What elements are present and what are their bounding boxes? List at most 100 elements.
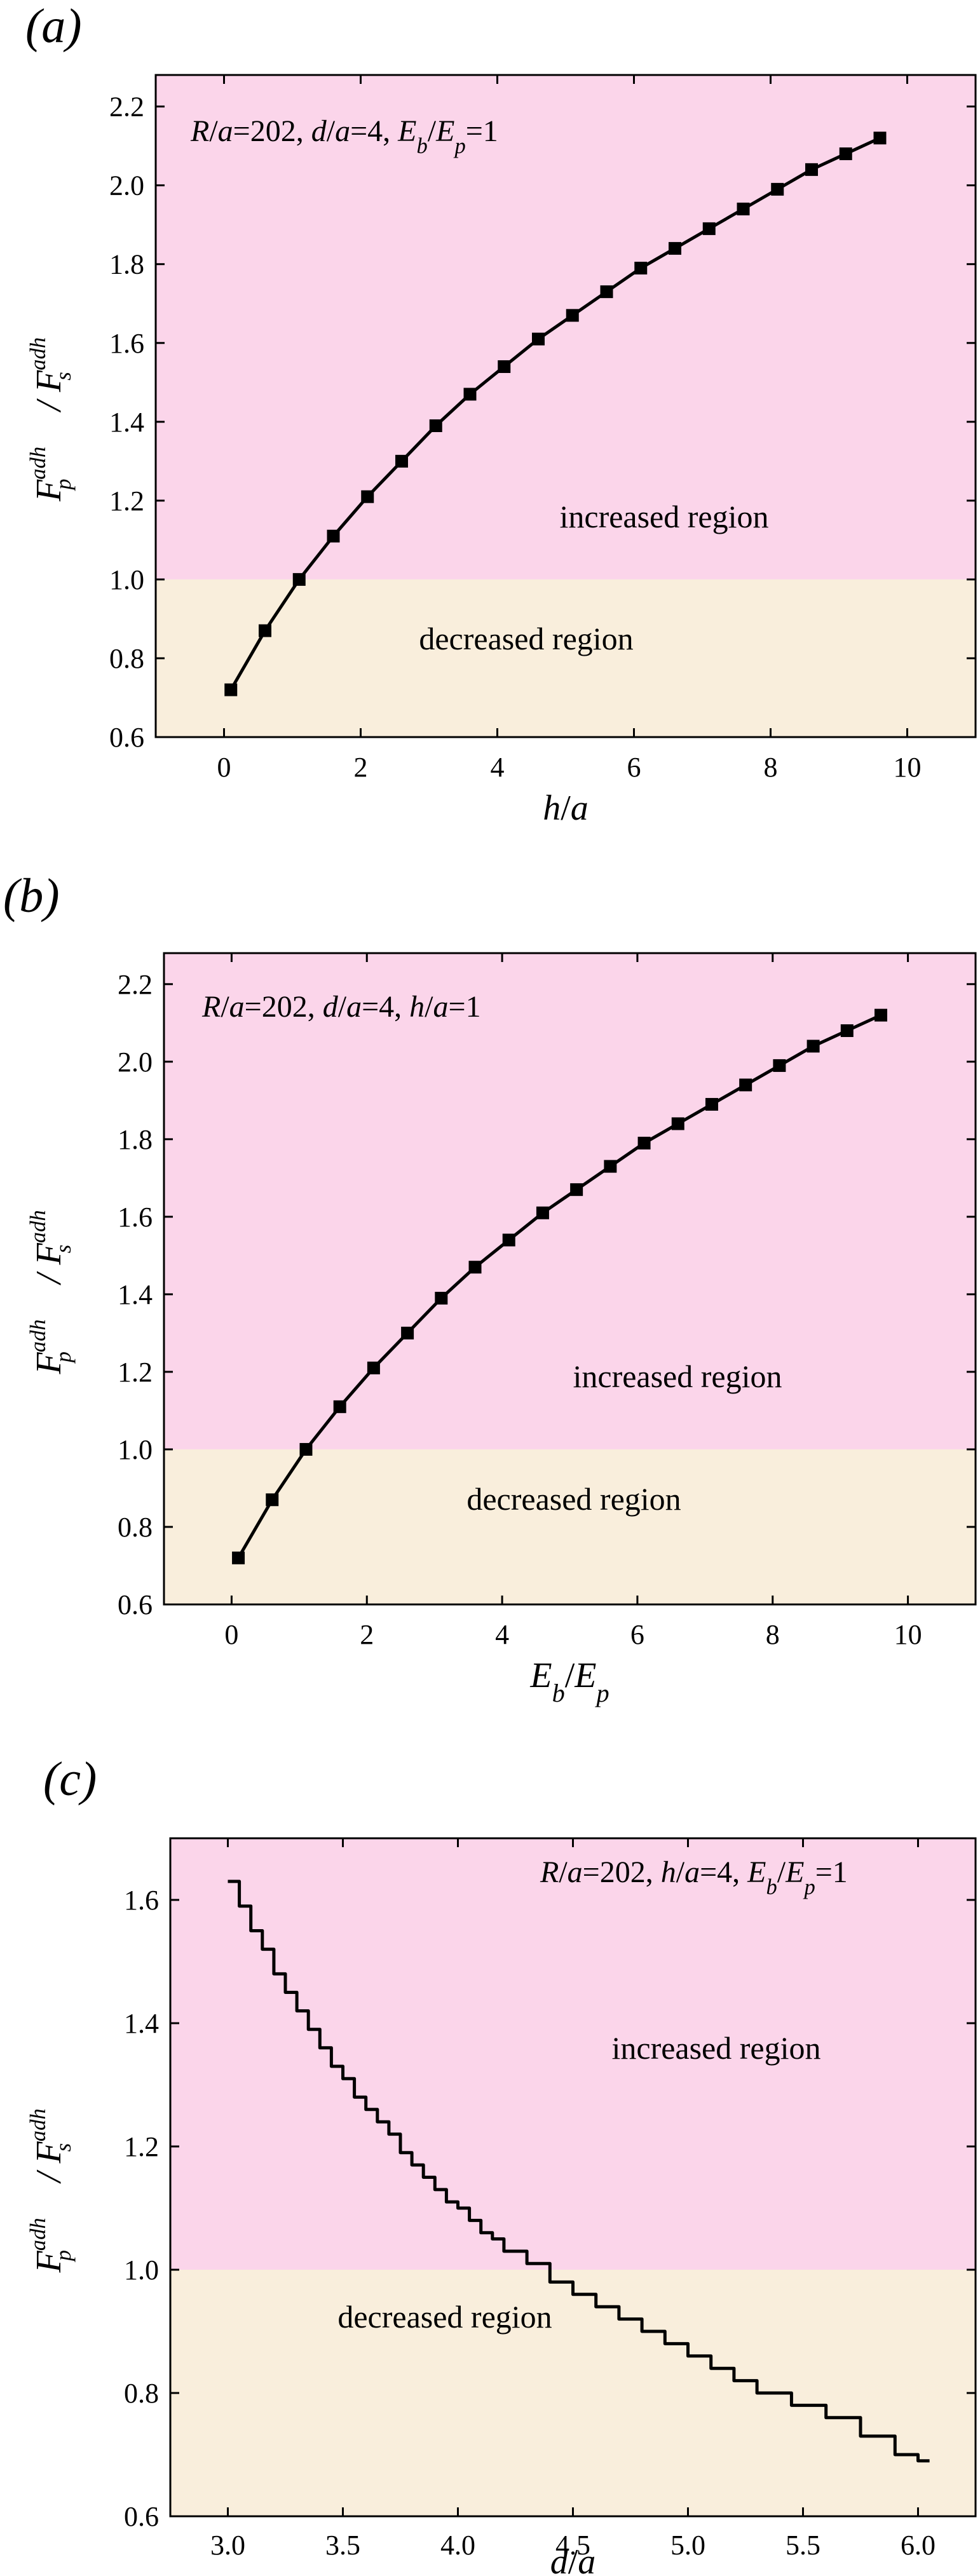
- panel-1-parameters-annotation-part: E: [435, 114, 454, 148]
- panel-1-parameters-annotation-part: E: [397, 114, 416, 148]
- panel-2-xtick-label: 4: [495, 1619, 509, 1650]
- panel-2-increased-region: [164, 953, 976, 1449]
- panel-2-ytick-label: 1.4: [118, 1279, 153, 1310]
- panel-1-parameters-annotation-part: b: [417, 134, 428, 158]
- panel-2-data-point: [299, 1442, 313, 1456]
- panel-3-series-line: [228, 1880, 930, 2463]
- panel-2-xtick-label: 2: [360, 1619, 374, 1650]
- panel-2-xtick-label: 10: [894, 1619, 922, 1650]
- panel-1-parameters-annotation-part: =202,: [233, 114, 311, 148]
- panel-2-data-point: [806, 1040, 820, 1053]
- panel-2-xtick-label: 6: [630, 1619, 644, 1650]
- panel-2-data-point: [705, 1097, 718, 1111]
- panel-1-data-point: [259, 624, 271, 637]
- panel-1-ytick-label: 1.6: [109, 328, 144, 359]
- panel-2-parameters-annotation-part: R: [201, 990, 221, 1024]
- panel-1-data-point: [292, 573, 306, 586]
- panel-2-label: (b): [3, 869, 60, 923]
- panel-3-y-axis-label-term: Fadhp: [25, 2218, 76, 2273]
- panel-1-data-point: [634, 261, 648, 275]
- panel-3-parameters-annotation-part: h: [661, 1855, 676, 1889]
- panel-2-parameters-annotation-part: =1: [449, 990, 481, 1024]
- panel-2-data-point: [468, 1261, 482, 1274]
- panel-1-y-axis-label-slash: /: [29, 398, 69, 413]
- panel-2-data-point: [637, 1136, 651, 1149]
- panel-1-data-point: [771, 182, 784, 196]
- panel-2-data-point: [266, 1493, 279, 1507]
- panel-2-increased-region-label: increased region: [573, 1359, 782, 1394]
- panel-3-parameters-annotation-part: b: [766, 1875, 777, 1899]
- panel-2-y-axis-label-slash: /: [29, 1271, 69, 1285]
- panel-3-parameters-annotation-part: =202,: [583, 1855, 661, 1889]
- panel-3-xtick-label: 3.0: [210, 2530, 245, 2561]
- panel-2-ytick-label: 0.8: [118, 1512, 153, 1543]
- panel-2-data-point: [536, 1206, 549, 1219]
- panel-2-ytick-label: 0.6: [118, 1589, 153, 1620]
- panel-1-parameters-annotation: R/a=202, d/a=4, Eb/Ep=1: [190, 114, 498, 158]
- panel-2-ytick-label: 1.8: [118, 1124, 153, 1155]
- panel-2-data-point: [232, 1551, 245, 1564]
- panel-2-parameters-annotation-part: a: [229, 990, 245, 1024]
- panel-3-x-axis-label-part: d: [550, 2542, 569, 2576]
- panel-1-parameters-annotation-part: /: [327, 114, 336, 148]
- panel-3-parameters-annotation-part: E: [747, 1855, 766, 1889]
- panel-2-data-point: [570, 1183, 583, 1196]
- panel-2-xtick-label: 0: [224, 1619, 238, 1650]
- panel-3-parameters-annotation-part: E: [785, 1855, 804, 1889]
- panel-1-parameters-annotation-part: =4,: [350, 114, 398, 148]
- panel-2-parameters-annotation-part: /: [425, 990, 433, 1024]
- panel-3-ytick-label: 1.6: [124, 1885, 159, 1916]
- panel-1-y-axis-label: Fadhp / Fadhs: [25, 337, 76, 502]
- panel-3-parameters-annotation-part: /: [777, 1855, 786, 1889]
- panel-3-increased-region: [170, 1838, 976, 2270]
- panel-3-x-axis-label-part: /: [568, 2542, 578, 2576]
- panel-3-ytick-label: 1.0: [124, 2254, 159, 2286]
- panel-2-y-axis-label-term: Fadhs: [25, 1210, 76, 1265]
- panel-1-ytick-label: 1.0: [109, 564, 144, 595]
- panel-2-parameters-annotation-part: =4,: [362, 990, 409, 1024]
- panel-3-parameters-annotation-part: a: [568, 1855, 583, 1889]
- panel-2-data-point: [604, 1160, 617, 1173]
- panel-1-data-point: [873, 132, 887, 145]
- panel-2-data-point: [840, 1024, 854, 1038]
- panel-1-parameters-annotation-part: d: [311, 114, 327, 148]
- panel-1-data-point: [327, 529, 340, 543]
- panel-2-parameters-annotation-part: a: [433, 990, 449, 1024]
- panel-3-parameters-annotation-part: =4,: [700, 1855, 747, 1889]
- panel-1-data-point: [429, 419, 442, 433]
- panel-1-xtick-label: 8: [764, 752, 778, 783]
- panel-1-parameters-annotation-part: a: [335, 114, 350, 148]
- panel-2-data-point: [502, 1233, 515, 1247]
- panel-1-data-point: [532, 332, 545, 346]
- panel-2-y-axis-label-term: Fadhp: [25, 1319, 76, 1374]
- panel-2-decreased-region-label: decreased region: [466, 1481, 681, 1517]
- panel-1-data-point: [669, 241, 681, 255]
- panel-3-xtick-label: 3.5: [325, 2530, 360, 2561]
- panel-1-data-point: [566, 309, 579, 322]
- panel-1-ytick-label: 2.2: [109, 92, 144, 123]
- panel-2-parameters-annotation: R/a=202, d/a=4, h/a=1: [201, 990, 481, 1024]
- panel-3-parameters-annotation-part: R: [540, 1855, 559, 1889]
- panel-3-parameters-annotation-part: =1: [815, 1855, 848, 1889]
- panel-1-ytick-label: 0.6: [109, 722, 144, 753]
- panel-3-parameters-annotation-part: a: [684, 1855, 700, 1889]
- panel-1-data-point: [600, 285, 613, 299]
- panel-1-data-point: [395, 454, 408, 468]
- panel-1-ytick-label: 1.2: [109, 485, 144, 517]
- panel-2-ytick-label: 1.2: [118, 1357, 153, 1388]
- panel-3-decreased-region-label: decreased region: [337, 2299, 552, 2335]
- panel-1-parameters-annotation-part: p: [453, 134, 465, 158]
- panel-3-xtick-label: 4.0: [440, 2530, 475, 2561]
- panel-3-parameters-annotation: R/a=202, h/a=4, Eb/Ep=1: [540, 1855, 848, 1899]
- panel-3-xtick-label: 4.5: [555, 2530, 590, 2561]
- panel-1-plot-frame: [154, 74, 977, 738]
- panel-1-parameters-annotation-part: R: [190, 114, 209, 148]
- panel-2-data-point: [671, 1117, 684, 1130]
- panel-2-data-point: [773, 1059, 786, 1072]
- panel-1-data-point: [839, 147, 852, 161]
- panel-2-parameters-annotation-part: =202,: [245, 990, 323, 1024]
- panel-1-data-point: [702, 222, 716, 235]
- panel-2-ytick-label: 2.2: [118, 969, 153, 1000]
- panel-1-ytick-label: 1.4: [109, 407, 144, 438]
